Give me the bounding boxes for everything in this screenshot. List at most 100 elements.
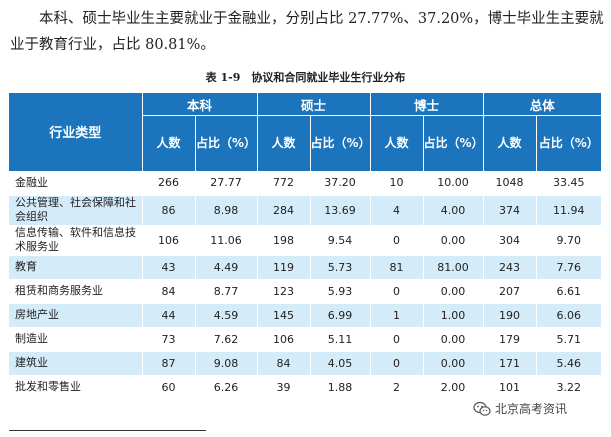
industry-type-header: 行业类型	[9, 93, 143, 172]
table-row: 建筑业 87 9.08 84 4.05 0 0.00 171 5.46	[9, 351, 602, 376]
ratio-cell: 4.49	[195, 255, 258, 280]
ratio-cell: 9.54	[310, 225, 371, 256]
ratio-cell: 81.00	[423, 255, 484, 280]
count-cell: 0	[370, 327, 424, 352]
ratio-cell: 37.20	[310, 171, 371, 196]
ratio-header: 占比（%）	[195, 115, 258, 171]
ratio-cell: 0.00	[423, 351, 484, 376]
ratio-cell: 13.69	[310, 195, 371, 226]
count-header: 人数	[142, 115, 196, 171]
ratio-cell: 10.00	[423, 171, 484, 196]
industry-name-cell: 信息传输、软件和信息技术服务业	[9, 225, 143, 256]
industry-name-cell: 金融业	[9, 171, 143, 196]
count-cell: 73	[142, 327, 196, 352]
ratio-cell: 6.06	[536, 303, 602, 328]
count-cell: 171	[483, 351, 537, 376]
table-row: 批发和零售业 60 6.26 39 1.88 2 2.00 101 3.22	[9, 375, 602, 400]
industry-name-cell: 公共管理、社会保障和社会组织	[9, 195, 143, 226]
industry-distribution-table: 行业类型 本科 硕士 博士 总体 人数 占比（%） 人数 占比（%） 人数 占比…	[9, 93, 602, 400]
count-cell: 243	[483, 255, 537, 280]
ratio-header: 占比（%）	[536, 115, 602, 171]
ratio-cell: 4.00	[423, 195, 484, 226]
industry-name-cell: 建筑业	[9, 351, 143, 376]
count-header: 人数	[370, 115, 424, 171]
header-sub-row: 人数 占比（%） 人数 占比（%） 人数 占比（%） 人数 占比（%）	[9, 115, 602, 171]
group-header-master: 硕士	[257, 93, 371, 116]
ratio-cell: 11.06	[195, 225, 258, 256]
footnote-rule	[9, 430, 206, 431]
count-cell: 0	[370, 225, 424, 256]
ratio-header: 占比（%）	[310, 115, 371, 171]
ratio-cell: 8.98	[195, 195, 258, 226]
count-cell: 1048	[483, 171, 537, 196]
count-cell: 284	[257, 195, 311, 226]
count-cell: 84	[257, 351, 311, 376]
ratio-cell: 8.77	[195, 279, 258, 304]
ratio-cell: 9.08	[195, 351, 258, 376]
ratio-header: 占比（%）	[423, 115, 484, 171]
table-body: 金融业 266 27.77 772 37.20 10 10.00 1048 33.45 公共管理、…	[9, 171, 602, 400]
count-cell: 119	[257, 255, 311, 280]
count-cell: 4	[370, 195, 424, 226]
count-cell: 106	[142, 225, 196, 256]
count-cell: 43	[142, 255, 196, 280]
ratio-cell: 0.00	[423, 225, 484, 256]
count-cell: 2	[370, 375, 424, 400]
count-cell: 207	[483, 279, 537, 304]
ratio-cell: 6.99	[310, 303, 371, 328]
count-cell: 123	[257, 279, 311, 304]
ratio-cell: 9.70	[536, 225, 602, 256]
count-cell: 0	[370, 279, 424, 304]
group-header-bachelor: 本科	[142, 93, 258, 116]
table-row: 金融业 266 27.77 772 37.20 10 10.00 1048 33.45	[9, 171, 602, 196]
count-cell: 198	[257, 225, 311, 256]
industry-name-cell: 教育	[9, 255, 143, 280]
count-cell: 106	[257, 327, 311, 352]
count-cell: 84	[142, 279, 196, 304]
wechat-icon	[473, 401, 491, 417]
group-header-doctor: 博士	[370, 93, 484, 116]
ratio-cell: 27.77	[195, 171, 258, 196]
industry-name-cell: 制造业	[9, 327, 143, 352]
table-row: 信息传输、软件和信息技术服务业 106 11.06 198 9.54 0 0.00 304 9.…	[9, 225, 602, 256]
ratio-cell: 5.93	[310, 279, 371, 304]
ratio-cell: 7.76	[536, 255, 602, 280]
count-header: 人数	[257, 115, 311, 171]
count-cell: 304	[483, 225, 537, 256]
ratio-cell: 1.88	[310, 375, 371, 400]
count-cell: 39	[257, 375, 311, 400]
watermark-text: 北京高考资讯	[495, 402, 568, 416]
intro-paragraph: 本科、硕士毕业生主要就业于金融业，分别占比 27.77%、37.20%，博士毕业…	[10, 11, 604, 53]
count-header: 人数	[483, 115, 537, 171]
group-header-total: 总体	[483, 93, 602, 116]
ratio-cell: 0.00	[423, 279, 484, 304]
table-row: 房地产业 44 4.59 145 6.99 1 1.00 190 6.06	[9, 303, 602, 328]
ratio-cell: 4.59	[195, 303, 258, 328]
ratio-cell: 5.46	[536, 351, 602, 376]
count-cell: 81	[370, 255, 424, 280]
industry-name-cell: 租赁和商务服务业	[9, 279, 143, 304]
count-cell: 772	[257, 171, 311, 196]
ratio-cell: 2.00	[423, 375, 484, 400]
ratio-cell: 7.62	[195, 327, 258, 352]
count-cell: 145	[257, 303, 311, 328]
ratio-cell: 5.73	[310, 255, 371, 280]
count-cell: 1	[370, 303, 424, 328]
count-cell: 0	[370, 351, 424, 376]
ratio-cell: 5.11	[310, 327, 371, 352]
header-group-row: 行业类型 本科 硕士 博士 总体	[9, 93, 602, 172]
table-caption: 表 1-9 协议和合同就业毕业生行业分布	[205, 71, 406, 84]
ratio-cell: 1.00	[423, 303, 484, 328]
industry-name-cell: 批发和零售业	[9, 375, 143, 400]
count-cell: 101	[483, 375, 537, 400]
ratio-cell: 11.94	[536, 195, 602, 226]
count-cell: 86	[142, 195, 196, 226]
industry-name-cell: 房地产业	[9, 303, 143, 328]
ratio-cell: 6.61	[536, 279, 602, 304]
table-row: 公共管理、社会保障和社会组织 86 8.98 284 13.69 4 4.00 374 11.9…	[9, 195, 602, 226]
count-cell: 44	[142, 303, 196, 328]
count-cell: 87	[142, 351, 196, 376]
count-cell: 374	[483, 195, 537, 226]
count-cell: 60	[142, 375, 196, 400]
count-cell: 10	[370, 171, 424, 196]
